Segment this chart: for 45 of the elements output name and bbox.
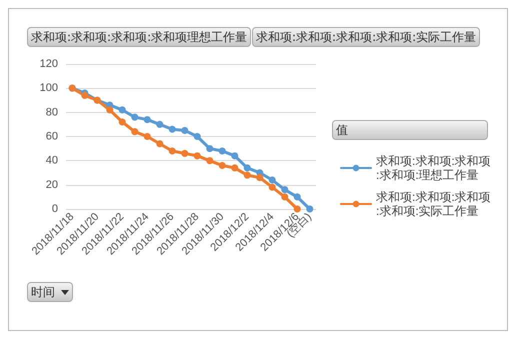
point (281, 193, 288, 200)
y-tick-label: 80 (46, 106, 58, 118)
legend-title: 值 (332, 120, 488, 140)
y-tick-label: 0 (52, 203, 58, 215)
point (106, 106, 114, 114)
y-tick-label: 120 (40, 58, 58, 70)
point (218, 162, 226, 169)
point (294, 206, 301, 212)
point (268, 176, 276, 184)
point (281, 186, 288, 194)
point (231, 152, 238, 160)
text: 求和项:求和项:求和项:求和项:实际工作量 (252, 27, 480, 47)
point (81, 92, 88, 99)
point (168, 148, 176, 154)
point (244, 164, 251, 172)
point (294, 193, 301, 200)
point (131, 128, 138, 136)
point (156, 140, 164, 148)
point (231, 164, 238, 172)
point (244, 172, 251, 179)
point (268, 184, 276, 191)
text: 求和项:求和项:求和项:求和项理想工作量 (27, 27, 252, 47)
point (168, 126, 176, 133)
point (194, 152, 201, 160)
point (181, 150, 188, 157)
point (256, 174, 264, 182)
point (218, 148, 226, 154)
point (156, 120, 164, 128)
point (144, 133, 151, 140)
point (118, 118, 126, 126)
point (118, 106, 126, 114)
y-tick-label: 100 (40, 82, 58, 94)
point (181, 126, 188, 134)
x-axis-title: 时间 (31, 284, 55, 300)
point (194, 133, 201, 140)
point (306, 206, 314, 212)
point (206, 157, 214, 164)
point (206, 145, 214, 152)
legend-label: 求和项:求和项:求和项:求和项:理想工作量 (376, 154, 491, 182)
y-tick-label: 20 (46, 178, 58, 191)
y-tick-label: 40 (46, 154, 58, 167)
y-tick-label: 60 (46, 130, 58, 142)
point (131, 114, 138, 121)
legend-label: 求和项:求和项:求和项:求和项:实际工作量 (376, 190, 491, 218)
point (144, 116, 151, 124)
